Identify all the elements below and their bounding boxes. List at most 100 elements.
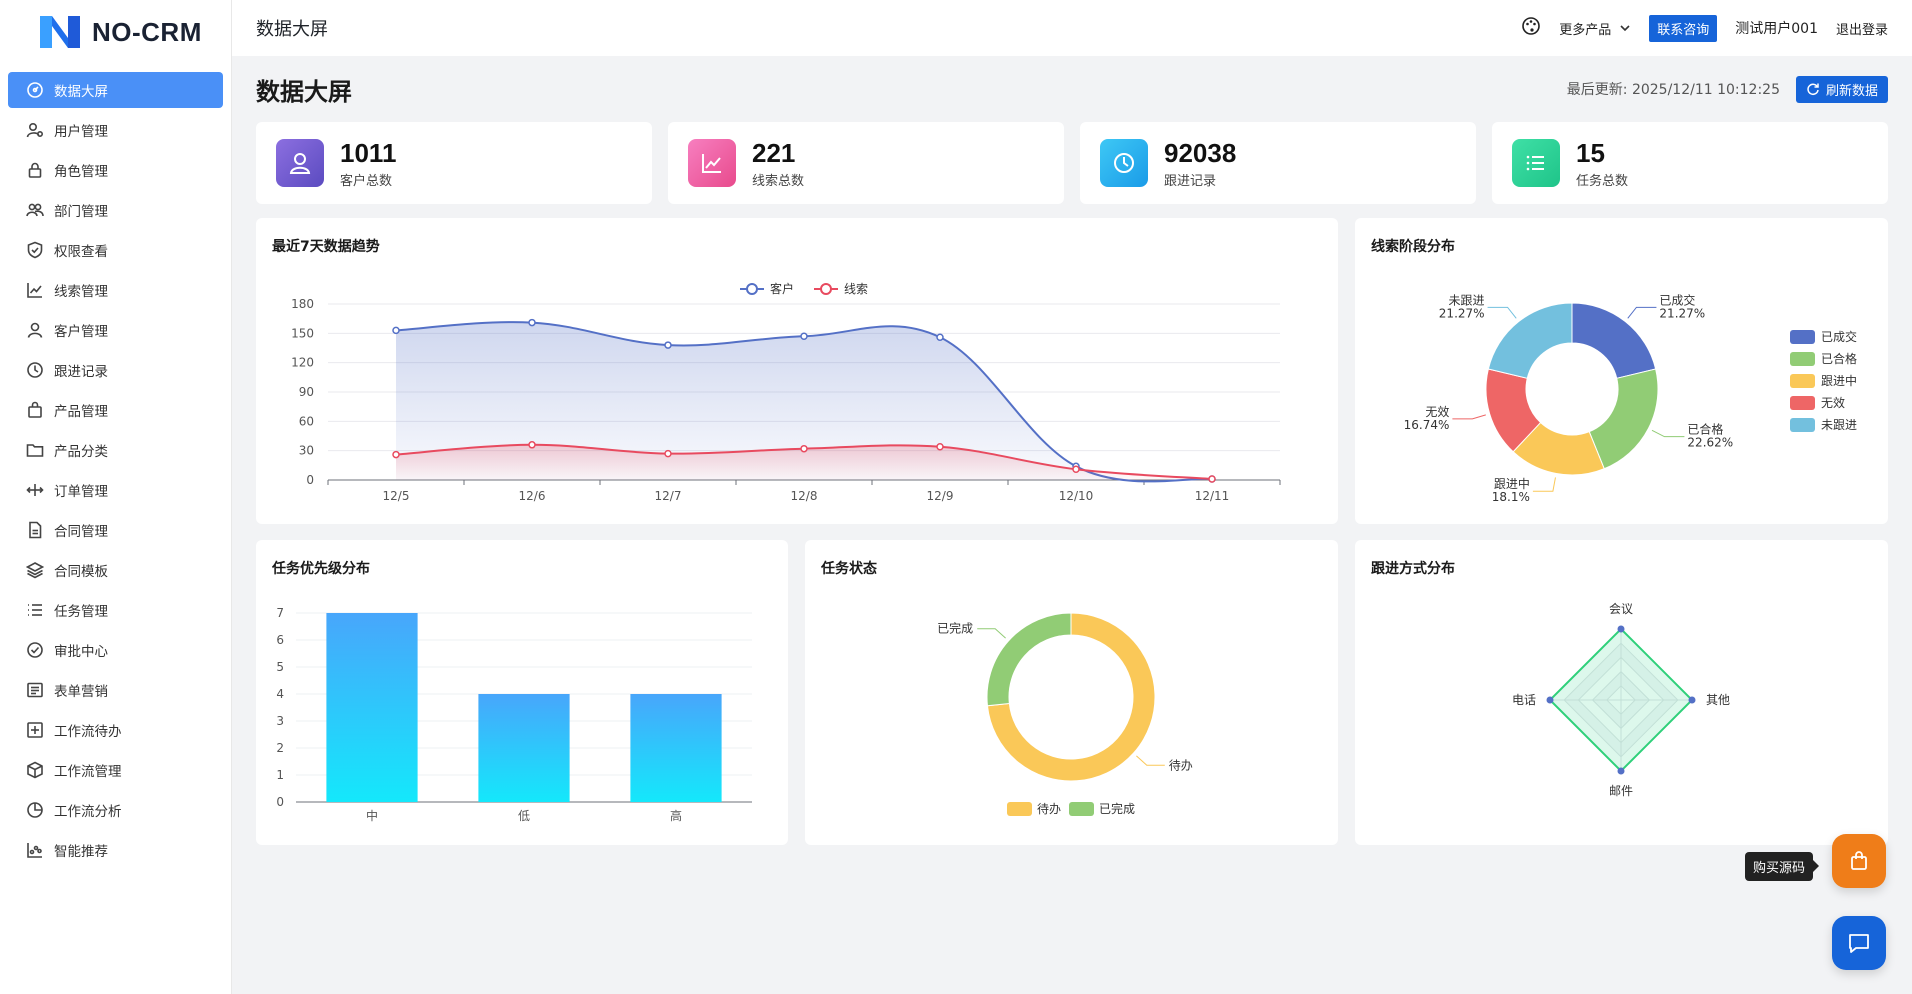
more-products-dropdown[interactable]: 更多产品 (1559, 19, 1631, 38)
x-tick-label: 12/6 (519, 489, 546, 503)
contact-button[interactable]: 联系咨询 (1649, 14, 1718, 42)
stat-value: 92038 (1164, 137, 1237, 168)
last-update: 最后更新: 2025/12/11 10:12:25 (1566, 82, 1780, 98)
sidebar-item-10[interactable]: 订单管理 (8, 472, 223, 508)
radar-indicator-label: 其他 (1706, 693, 1730, 707)
sidebar-item-18[interactable]: 工作流分析 (8, 792, 223, 828)
list-icon (1512, 139, 1560, 187)
sidebar-item-6[interactable]: 客户管理 (8, 312, 223, 348)
radar-point (1617, 625, 1625, 633)
stat-card-customers: 1011 客户总数 (256, 122, 652, 204)
sidebar-item-2[interactable]: 角色管理 (8, 152, 223, 188)
chat-button[interactable] (1832, 916, 1886, 970)
followup-method-card: 跟进方式分布 会议 其他 邮件 电话 (1355, 540, 1888, 845)
legend-swatch (1790, 418, 1815, 432)
palette-icon[interactable] (1521, 16, 1541, 40)
stat-value: 15 (1576, 137, 1605, 168)
data-point (392, 450, 400, 459)
x-tick-label: 12/5 (383, 489, 410, 503)
x-tick-label: 12/10 (1059, 489, 1094, 503)
series-area-客户 (396, 322, 1212, 482)
data-point (664, 449, 672, 458)
main-content: 数据大屏 最后更新: 2025/12/11 10:12:25 刷新数据 1011… (232, 56, 1912, 994)
sidebar-item-0[interactable]: 数据大屏 (8, 72, 223, 108)
slice-name: 已成交 (1659, 292, 1695, 307)
clock-icon (1100, 139, 1148, 187)
card-title: 最近7天数据趋势 (272, 239, 380, 255)
buy-source-button[interactable] (1832, 834, 1886, 888)
data-point (936, 443, 944, 451)
trend-chart-card: 最近7天数据趋势 0 30 60 90 120 150 180 12/5 12/6 12/7 12/… (256, 218, 1338, 524)
label-line (1452, 414, 1486, 420)
add-box-icon (27, 722, 43, 738)
radar-point (1546, 696, 1554, 704)
x-tick-label: 12/11 (1195, 489, 1230, 503)
label-line (1627, 306, 1657, 319)
data-point (392, 326, 400, 335)
radar-point (1617, 767, 1625, 775)
y-tick-label: 4 (276, 687, 284, 701)
stat-card-leads: 221 线索总数 (668, 122, 1064, 204)
sidebar-item-15[interactable]: 表单营销 (8, 672, 223, 708)
sidebar-item-12[interactable]: 合同模板 (8, 552, 223, 588)
x-tick-label: 12/8 (791, 489, 818, 503)
sidebar-item-label: 线索管理 (54, 284, 108, 300)
sidebar-item-label: 用户管理 (54, 124, 108, 140)
legend-label: 已成交 (1821, 329, 1857, 344)
y-tick-label: 3 (276, 714, 284, 728)
sidebar-item-16[interactable]: 工作流待办 (8, 712, 223, 748)
legend-marker (746, 283, 758, 295)
label-line (1487, 306, 1517, 319)
legend-label: 跟进中 (1821, 373, 1857, 388)
legend-label: 已合格 (1821, 351, 1857, 366)
username[interactable]: 测试用户001 (1735, 21, 1818, 37)
bar-高 (630, 694, 722, 802)
sidebar-item-4[interactable]: 权限查看 (8, 232, 223, 268)
sidebar-item-label: 部门管理 (54, 204, 108, 220)
legend-label: 线索 (844, 282, 868, 296)
sidebar-item-11[interactable]: 合同管理 (8, 512, 223, 548)
document-icon (29, 521, 42, 539)
sidebar-item-label: 工作流管理 (54, 764, 122, 780)
legend-label: 待办 (1037, 801, 1061, 816)
label-line (1651, 429, 1685, 438)
x-tick-label: 中 (366, 808, 378, 823)
sidebar-item-3[interactable]: 部门管理 (8, 192, 223, 228)
chat-icon (1849, 934, 1869, 953)
form-icon (27, 682, 43, 698)
stat-value: 221 (752, 137, 796, 168)
lead-stage-card: 线索阶段分布 已成交 21.27% 已合格 22.62% 跟进中 18.1% 无效 16.74… (1355, 218, 1888, 524)
y-tick-label: 0 (276, 795, 284, 809)
pie-slice-待办 (986, 612, 1156, 782)
sidebar-item-8[interactable]: 产品管理 (8, 392, 223, 428)
sidebar-item-13[interactable]: 任务管理 (8, 592, 223, 628)
sidebar-item-19[interactable]: 智能推荐 (8, 832, 223, 868)
data-point (936, 333, 944, 341)
data-point (800, 444, 808, 453)
trend-icon (688, 139, 736, 187)
shield-icon (27, 241, 43, 259)
label-line (1136, 755, 1165, 766)
logo[interactable]: NO-CRM (0, 0, 231, 64)
radar-indicator-label: 邮件 (1609, 784, 1633, 798)
sidebar-item-9[interactable]: 产品分类 (8, 432, 223, 468)
sidebar-item-7[interactable]: 跟进记录 (8, 352, 223, 388)
bag-icon (1851, 851, 1867, 870)
y-tick-label: 90 (299, 385, 314, 399)
y-tick-label: 2 (276, 741, 284, 755)
logout-button[interactable]: 退出登录 (1835, 22, 1888, 38)
sidebar-item-17[interactable]: 工作流管理 (8, 752, 223, 788)
sidebar-item-label: 客户管理 (54, 324, 108, 340)
refresh-button[interactable]: 刷新数据 (1795, 75, 1888, 103)
pie-icon (27, 802, 43, 818)
y-tick-label: 60 (299, 414, 314, 428)
sidebar-item-1[interactable]: 用户管理 (8, 112, 223, 148)
y-tick-label: 1 (276, 768, 284, 782)
x-tick-label: 12/9 (927, 489, 954, 503)
sidebar-item-5[interactable]: 线索管理 (8, 272, 223, 308)
lead-stage-chart: 已成交21.27%已合格22.62%跟进中18.1%无效16.74%未跟进21.… (1404, 292, 1857, 504)
refresh-label: 刷新数据 (1825, 83, 1878, 99)
sidebar-item-14[interactable]: 审批中心 (8, 632, 223, 668)
